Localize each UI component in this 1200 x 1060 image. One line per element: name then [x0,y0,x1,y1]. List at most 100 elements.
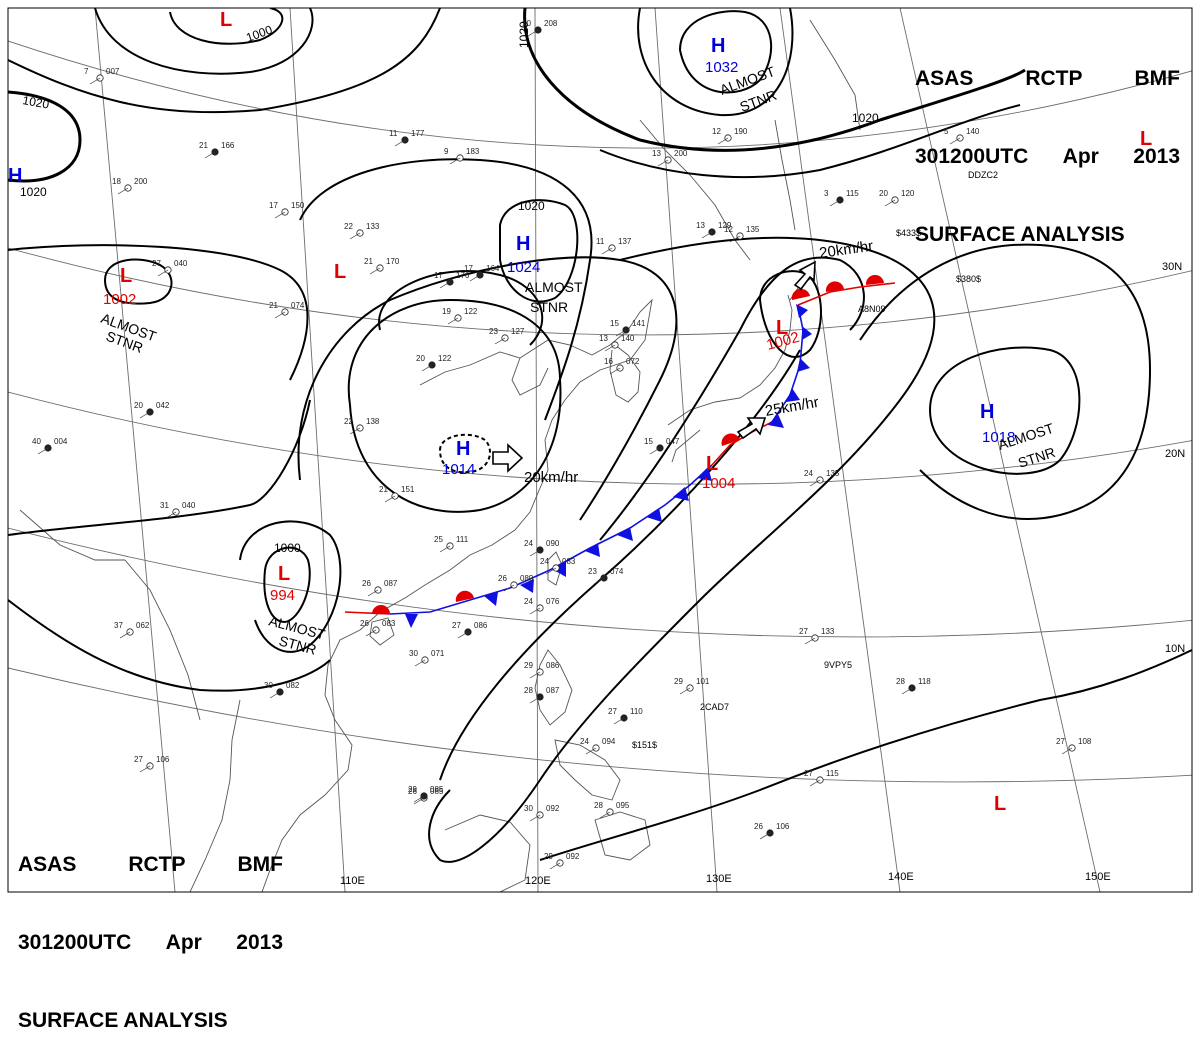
station-temperature: 27 [799,627,808,636]
latitude-line-10n [8,527,1192,638]
station-plot: 23 074 [588,567,624,585]
longitude-line-120e [534,8,539,892]
station-temperature: 28 [896,677,905,686]
station-circle [124,184,132,192]
station-temperature: 26 [362,579,371,588]
station-pressure: 092 [546,804,560,813]
station-pressure: 164 [486,264,500,273]
cold-front-triangle [802,326,812,340]
station-temperature: 28 [524,686,533,695]
station-plot: 26 083 [360,619,396,637]
station-plot: 15 141 [610,319,646,337]
wind-barb [365,629,377,637]
station-temperature: 27 [452,621,461,630]
station-plot: 26 106 [754,822,790,840]
ship-callsign: $433$ [896,228,921,238]
station-temperature: 40 [32,437,41,446]
cold-front-triangle [520,579,534,593]
wind-barb [165,511,177,519]
station-temperature: 11 [596,237,605,246]
isobar-994 [263,546,311,624]
station-pressure: 106 [156,755,170,764]
wind-barb [503,584,515,592]
station-temperature: 24 [524,597,533,606]
station-temperature: 29 [674,677,683,686]
station-plot: 17 150 [269,201,305,219]
latitude-line-20n [8,391,1192,485]
map-frame [7,7,1193,893]
station-temperature: 7 [84,67,89,76]
station-pressure: 092 [566,852,580,861]
station-temperature: 26 [408,787,417,796]
front-symbols [372,274,884,628]
station-temperature: 3 [824,189,829,198]
station-plot: 28 087 [524,686,560,704]
station-pressure: 138 [366,417,380,426]
ship-callsigns: DDZC2 A8N09 $433$ $380$ 9VPY5 2CAD7 $151… [632,170,998,750]
station-temperature: 30 [524,804,533,813]
header-agency: ASAS [18,853,77,876]
station-pressure: 166 [221,141,235,150]
station-plot: 37 062 [114,621,150,639]
station-pressure: 040 [182,501,196,510]
wind-barb [349,427,361,435]
wind-barb [701,231,713,239]
wind-barb [139,765,151,773]
longitude-label: 130E [706,873,732,885]
low-pressure-symbol: L [776,317,788,339]
station-pressure: 074 [610,567,624,576]
station-pressure: 151 [401,485,415,494]
station-pressure: 004 [54,437,68,446]
station-plot: 27 086 [452,621,488,639]
station-pressure: 135 [746,225,760,234]
isobar-1024 [499,199,579,303]
station-pressure: 072 [626,357,640,366]
wind-barb [369,267,381,275]
station-temperature: 26 [360,619,369,628]
isobar-1032 [678,10,773,94]
wind-barb [494,337,506,345]
station-pressure: 133 [821,627,835,636]
station-temperature: 5 [944,127,949,136]
header-product-code: BMF [1134,67,1181,90]
warm-front-east [797,282,896,306]
ship-callsign: DDZC2 [968,170,998,180]
station-pressure: 115 [846,189,859,198]
station-temperature: 26 [754,822,763,831]
station-temperature: 27 [1056,737,1065,746]
latitude-line-40n [8,40,1192,149]
system-note: ALMOST [525,279,583,295]
low-pressure-value: 1004 [702,475,735,492]
station-plot: 20 042 [134,401,170,419]
station-pressure: 140 [621,334,635,343]
wind-barb [89,77,101,85]
wind-barb [649,447,661,455]
station-plot: 17 176 [434,271,470,289]
station-pressure: 086 [546,661,560,670]
station-plot: 29 092 [544,852,580,870]
wind-barb [657,159,669,167]
isobar-1018 [928,346,1081,475]
station-plot: 27 040 [152,259,188,277]
station-temperature: 37 [114,621,123,630]
isobar-south-pacific [539,649,1192,861]
station-temperature: 24 [540,557,549,566]
cold-front-triangle [405,614,418,628]
station-temperature: 31 [160,501,169,510]
low-pressure-symbol: L [120,265,132,287]
latitude-label: 30N [1162,261,1182,273]
ship-callsign: 9VPY5 [824,660,852,670]
station-pressure: 200 [134,177,148,186]
wind-barb [469,274,481,282]
wind-barb [529,671,541,679]
station-temperature: 11 [389,129,398,138]
wind-barb [413,795,425,803]
wind-barb [529,607,541,615]
station-pressure: 150 [291,201,305,210]
station-pressure: 122 [438,354,452,363]
cold-front-triangle [673,487,689,501]
station-plot: 27 115 [804,769,839,787]
station-temperature: 23 [489,327,498,336]
longitude-label: 150E [1085,871,1111,883]
station-pressure: 074 [291,301,305,310]
